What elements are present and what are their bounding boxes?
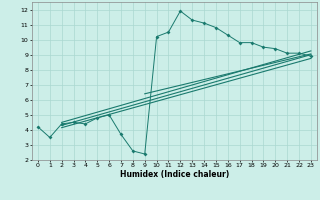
Point [202,21,207,25]
Point [261,46,266,49]
Point [36,125,41,128]
Point [95,116,100,119]
Point [190,18,195,22]
Point [178,9,183,13]
Point [59,122,64,125]
Point [71,121,76,124]
Point [213,26,219,29]
Point [166,30,171,34]
Point [142,152,147,156]
Point [308,55,313,58]
Point [154,35,159,38]
Point [118,133,124,136]
X-axis label: Humidex (Indice chaleur): Humidex (Indice chaleur) [120,170,229,179]
Point [237,41,242,44]
Point [296,52,301,55]
Point [273,47,278,50]
Point [107,113,112,116]
Point [225,34,230,37]
Point [249,41,254,44]
Point [83,122,88,125]
Point [284,52,290,55]
Point [130,149,135,153]
Point [47,136,52,139]
